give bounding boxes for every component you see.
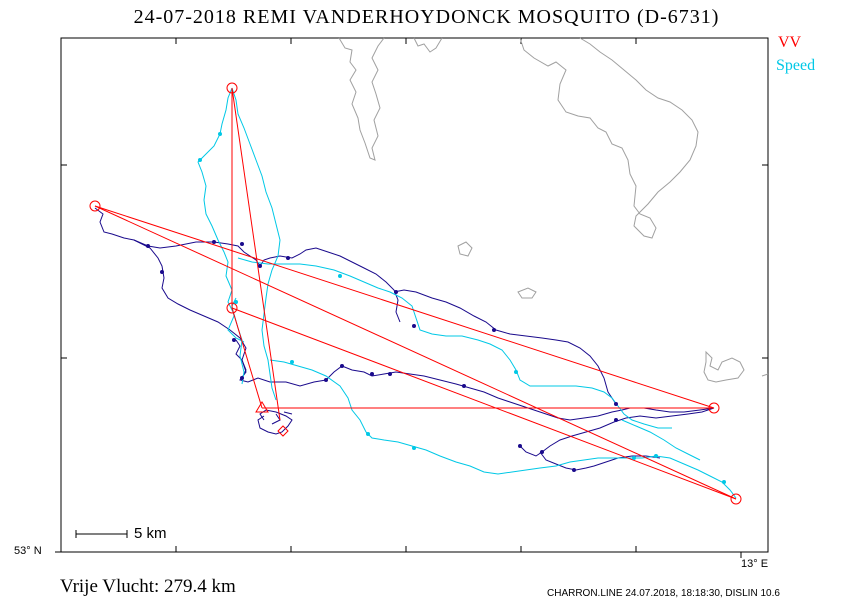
task-lines [94, 87, 737, 500]
footer-info: CHARRON.LINE 24.07.2018, 18:18:30, DISLI… [547, 588, 780, 599]
axis-ticks [55, 38, 768, 558]
turnpoints [89, 82, 742, 505]
scale-bar [75, 530, 128, 538]
distance-summary: Vrije Vlucht: 279.4 km [60, 576, 236, 597]
legend-vv: VV [778, 34, 802, 51]
coastline [338, 37, 769, 383]
longitude-label: 13° E [741, 558, 769, 570]
map-title: 24-07-2018 REMI VANDERHOYDONCK MOSQUITO … [133, 6, 720, 28]
scale-label: 5 km [134, 525, 167, 542]
latitude-label: 53° N [14, 545, 42, 557]
flight-track [94, 207, 715, 471]
track-dots [146, 240, 618, 472]
map-frame [60, 37, 769, 553]
legend-speed: Speed [776, 57, 816, 74]
speed-dots [198, 132, 726, 484]
